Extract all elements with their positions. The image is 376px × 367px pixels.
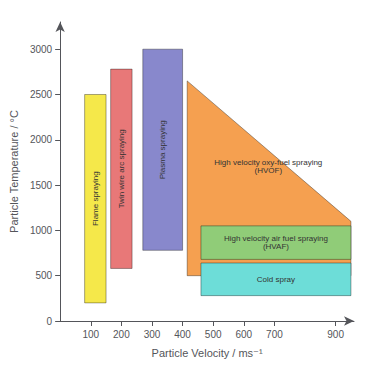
svg-text:900: 900 <box>327 329 344 340</box>
svg-text:2500: 2500 <box>30 89 53 100</box>
svg-text:High velocity air fuel sprayin: High velocity air fuel spraying <box>223 234 328 244</box>
svg-text:700: 700 <box>266 329 283 340</box>
svg-text:Twin wire arc spraying: Twin wire arc spraying <box>117 129 126 208</box>
svg-text:200: 200 <box>113 329 130 340</box>
svg-text:High velocity oxy-fuel sprayin: High velocity oxy-fuel spraying <box>214 158 323 168</box>
svg-text:(HVOF): (HVOF) <box>255 166 283 175</box>
svg-text:100: 100 <box>82 329 99 340</box>
svg-text:600: 600 <box>235 329 252 340</box>
svg-text:(HVAF): (HVAF) <box>263 242 289 251</box>
svg-text:500: 500 <box>35 270 52 281</box>
svg-text:0: 0 <box>47 316 53 327</box>
svg-text:400: 400 <box>174 329 191 340</box>
svg-text:1000: 1000 <box>30 225 53 236</box>
svg-text:Plasma spraying: Plasma spraying <box>158 120 167 179</box>
svg-text:Particle Temperature / °C: Particle Temperature / °C <box>8 110 20 233</box>
svg-text:3000: 3000 <box>30 44 53 55</box>
svg-text:300: 300 <box>144 329 161 340</box>
svg-text:Particle Velocity / ms⁻¹: Particle Velocity / ms⁻¹ <box>152 347 263 359</box>
svg-text:500: 500 <box>205 329 222 340</box>
svg-text:Flame spraying: Flame spraying <box>91 171 100 226</box>
svg-text:Cold spray: Cold spray <box>257 275 295 284</box>
svg-text:2000: 2000 <box>30 134 53 145</box>
svg-text:1500: 1500 <box>30 180 53 191</box>
